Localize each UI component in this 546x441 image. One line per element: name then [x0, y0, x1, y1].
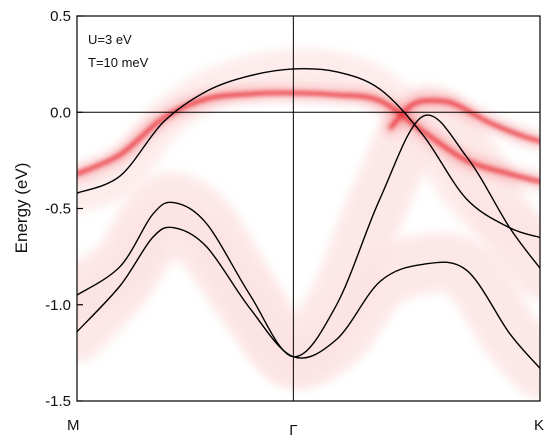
x-tick-label-2: K — [534, 417, 544, 434]
y-axis-label: Energy (eV) — [12, 163, 31, 254]
x-tick-label-0: M — [67, 417, 80, 434]
annotation-t: T=10 meV — [88, 55, 149, 70]
annotation-u: U=3 eV — [88, 32, 132, 47]
band-curves — [77, 67, 540, 369]
band-curve-3 — [77, 226, 540, 369]
y-tick-label-1: 0.0 — [50, 104, 71, 121]
y-tick-label-0: 0.5 — [50, 8, 71, 25]
y-tick-label-4: -1.5 — [45, 393, 71, 410]
y-ticks: 0.5 0.0 -0.5 -1.0 -1.5 — [45, 8, 83, 410]
band-curve-1 — [77, 67, 540, 239]
y-tick-label-2: -0.5 — [45, 201, 71, 218]
x-tick-label-1: Γ — [289, 422, 297, 436]
band-curve-2 — [77, 114, 540, 358]
spectral-ridge-2 — [388, 98, 540, 144]
y-tick-label-3: -1.0 — [45, 297, 71, 314]
reference-lines — [77, 16, 540, 401]
